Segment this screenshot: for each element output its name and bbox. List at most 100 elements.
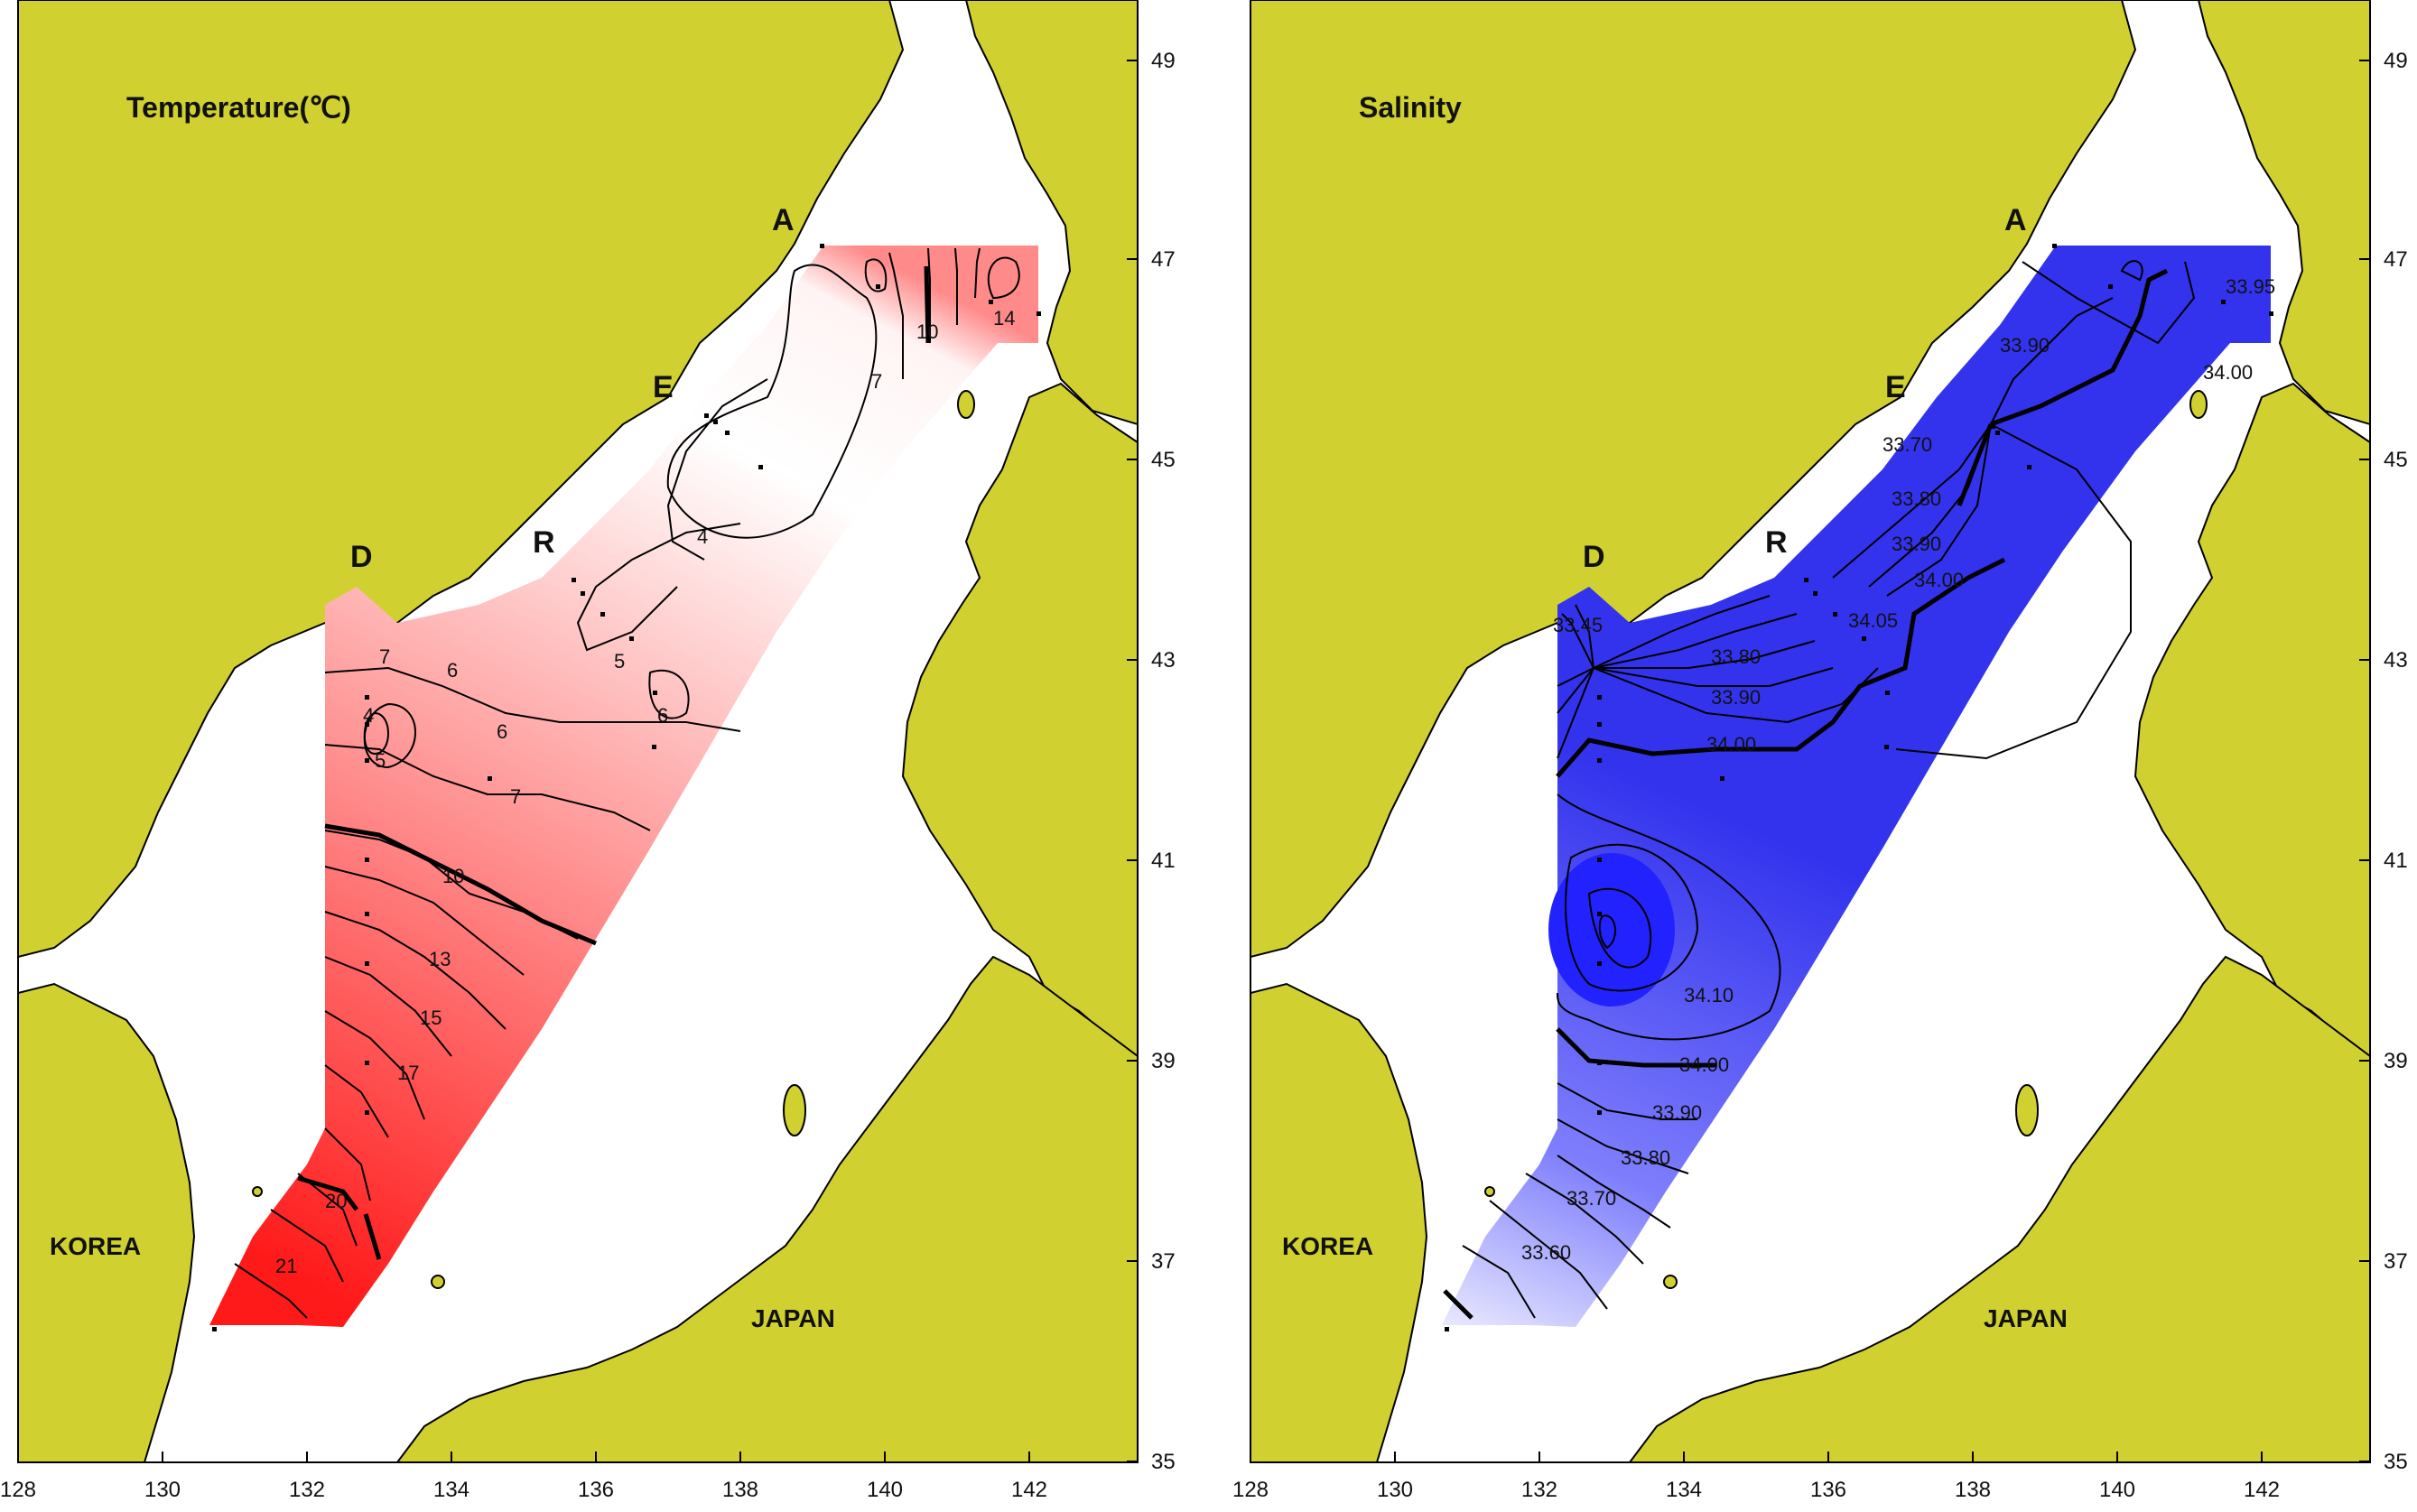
country-label-japan: JAPAN [751,1304,835,1332]
island-rishiri [2189,390,2208,419]
temperature-contours [234,247,1020,1319]
contour-label: 6 [447,659,458,682]
x-tick-label: 130 [144,1478,181,1502]
contour-label: 13 [429,948,451,970]
contour-label: 33.70 [1566,1187,1616,1210]
contour-label: 4 [697,525,708,548]
contour-label: 33.70 [1882,433,1932,456]
y-tick-label: 41 [2384,849,2408,873]
contour-label: 34.05 [1848,609,1898,632]
contour-label: 4 [363,704,374,727]
y-tick-label: 49 [1151,49,1176,73]
station-dots [212,244,1041,1331]
land-sakhalin [964,0,1138,426]
contour-label: 5 [614,650,625,673]
land-sakhalin [2197,0,2370,426]
y-tick-label: 47 [1151,247,1176,272]
contour-label: 34.00 [1914,569,1964,591]
y-tick-label: 49 [2384,49,2408,73]
contour-label: 5 [375,749,386,772]
salinity-field [1442,246,2271,1327]
contour-label: 6 [497,720,507,743]
temperature-panel: 4 4 5 5 6 6 6 7 7 7 10 10 13 15 17 20 21… [0,0,1176,1502]
panel-title: Temperature(℃) [126,91,351,124]
station-label-a: A [772,203,795,237]
x-axis-labels: 128 130 132 134 136 138 140 142 [0,1478,1047,1502]
temperature-field [209,246,1038,1327]
contour-label: 10 [916,320,938,343]
island-ulleung [252,1186,263,1197]
contour-label: 33.80 [1621,1146,1670,1169]
y-tick-label: 37 [1151,1249,1176,1274]
x-tick-label: 132 [1521,1478,1557,1502]
contour-label: 33.80 [1892,487,1941,510]
station-label-r: R [533,525,555,560]
x-tick-label: 140 [2099,1478,2135,1502]
y-tick-label: 41 [1151,849,1176,873]
y-tick-label: 35 [2384,1450,2408,1474]
country-label-japan: JAPAN [1984,1304,2068,1332]
contour-label: 7 [510,785,521,808]
island-rishiri [957,390,975,419]
contour-label: 34.00 [2203,361,2253,384]
contour-label: 33.45 [1553,614,1603,636]
station-dots [1445,244,2273,1331]
contour-label: 7 [379,645,390,668]
contour-label: 21 [275,1255,297,1277]
y-tick-label: 43 [1151,648,1176,673]
station-label-d: D [350,540,373,574]
salinity-bold-contours [1443,268,2169,1320]
y-tick-label: 39 [2384,1049,2408,1073]
x-tick-label: 130 [1377,1478,1413,1502]
station-label-r: R [1765,525,1788,560]
x-tick-label: 134 [1666,1478,1702,1502]
y-tick-label: 39 [1151,1049,1176,1073]
salinity-panel: 33.90 33.95 34.00 33.70 33.80 33.90 34.0… [1232,0,2408,1502]
land-korea [18,982,196,1462]
island-sado [2015,1084,2039,1136]
y-axis-labels: 49 47 45 43 41 39 37 35 [2384,49,2408,1474]
station-label-a: A [2004,203,2027,237]
contour-label: 15 [420,1006,442,1029]
x-tick-label: 142 [2244,1478,2280,1502]
temperature-bold-contours [297,265,931,1260]
map-frame [1250,0,2371,1463]
x-tick-label: 136 [578,1478,614,1502]
contour-label: 20 [325,1190,347,1212]
contour-label: 33.80 [1711,645,1761,668]
land-hokkaido [901,382,1138,1058]
salinity-contours [1462,260,2196,1319]
island-sado [783,1084,806,1136]
contour-label: 33.90 [1652,1101,1702,1124]
land-mainland [1250,0,2137,959]
x-tick-label: 134 [433,1478,469,1502]
y-tick-label: 45 [2384,448,2408,472]
contour-label: 10 [442,865,464,887]
salinity-contour-labels: 33.90 33.95 34.00 33.70 33.80 33.90 34.0… [1521,275,2275,1264]
contour-label: 33.95 [2226,275,2275,298]
salinity-max-core [1548,853,1675,1006]
y-tick-label: 37 [2384,1249,2408,1274]
country-label-korea: KOREA [50,1232,141,1260]
x-tick-label: 142 [1011,1478,1047,1502]
contour-label: 33.90 [1711,686,1761,709]
y-tick-label: 45 [1151,448,1176,472]
x-tick-label: 128 [1232,1478,1269,1502]
x-tick-label: 138 [722,1478,758,1502]
land-korea [1250,982,1428,1462]
axis-ticks [17,60,1138,1462]
contour-label: 33.60 [1521,1241,1571,1264]
x-tick-label: 128 [0,1478,36,1502]
contour-label: 34.00 [1706,733,1756,756]
land-hokkaido [2133,382,2370,1058]
y-tick-label: 47 [2384,247,2408,272]
land-mainland [18,0,905,959]
x-tick-label: 136 [1810,1478,1846,1502]
x-axis-labels: 128 130 132 134 136 138 140 142 [1232,1478,2280,1502]
x-tick-label: 140 [867,1478,903,1502]
contour-label: 33.90 [1892,533,1941,555]
land-honshu [395,955,1138,1462]
land-honshu [1628,955,2370,1462]
contour-label: 7 [871,370,882,393]
contour-label: 34.10 [1684,984,1734,1006]
